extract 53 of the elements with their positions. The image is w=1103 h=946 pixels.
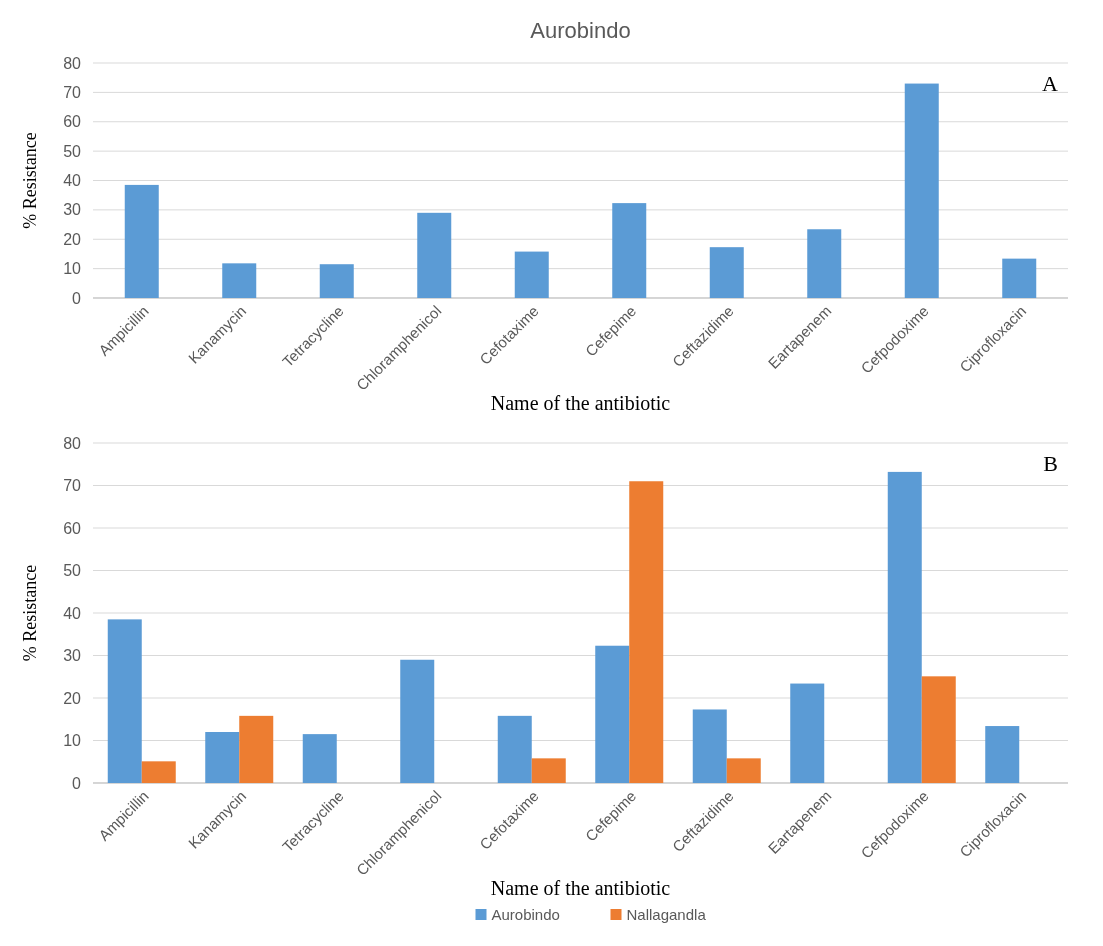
y-tick-label: 20 (63, 689, 82, 707)
y-tick-label: 0 (72, 289, 82, 307)
bar (612, 203, 647, 298)
annotation: B (1043, 451, 1058, 476)
bar (107, 619, 142, 783)
y-tick-label: 30 (63, 647, 82, 665)
bar (807, 229, 842, 298)
bar (692, 709, 727, 783)
bar (400, 659, 435, 783)
bar (887, 471, 922, 783)
y-tick-label: 30 (63, 201, 82, 219)
bar (319, 264, 354, 298)
y-tick-label: 60 (63, 519, 82, 537)
y-axis-title: % Resistance (20, 564, 40, 662)
bar (417, 212, 452, 298)
chart-title: Aurobindo (530, 18, 631, 43)
y-tick-label: 50 (63, 142, 82, 160)
y-tick-label: 10 (63, 260, 82, 278)
y-tick-label: 80 (63, 434, 82, 452)
x-axis-title: Name of the antibiotic (490, 877, 671, 899)
bar (141, 761, 176, 783)
y-tick-label: 10 (63, 732, 82, 750)
bar (709, 247, 744, 298)
bar (790, 683, 825, 783)
bar (302, 734, 337, 783)
bar (595, 645, 630, 783)
y-tick-label: 0 (72, 774, 82, 792)
bar (904, 83, 939, 298)
bar (726, 758, 761, 783)
y-tick-label: 50 (63, 562, 82, 580)
y-tick-label: 70 (63, 83, 82, 101)
legend-label: Nallagandla (626, 906, 707, 924)
bar (629, 481, 664, 783)
y-axis-title: % Resistance (20, 132, 40, 229)
bar (497, 715, 532, 783)
bar (124, 184, 159, 298)
bar (531, 758, 566, 783)
bar (1002, 258, 1037, 298)
legend-label: Aurobindo (491, 906, 560, 924)
x-axis-title: Name of the antibiotic (490, 392, 671, 414)
y-tick-label: 80 (63, 54, 82, 72)
y-tick-label: 20 (63, 230, 82, 248)
bar (985, 726, 1020, 783)
y-tick-label: 40 (63, 604, 82, 622)
bar (514, 251, 549, 298)
bar (205, 732, 240, 783)
y-tick-label: 40 (63, 172, 82, 190)
bar (921, 676, 956, 783)
annotation: A (1042, 71, 1059, 96)
y-tick-label: 60 (63, 113, 82, 131)
bar (239, 715, 274, 783)
bar (222, 263, 257, 298)
y-tick-label: 70 (63, 477, 82, 495)
